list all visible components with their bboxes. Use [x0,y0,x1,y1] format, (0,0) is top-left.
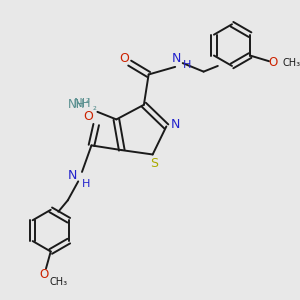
Text: H: H [183,60,192,70]
Text: O: O [40,268,49,281]
Text: S: S [151,158,159,170]
Text: H: H [82,179,90,189]
Text: NH: NH [68,98,85,111]
Text: CH₃: CH₃ [282,58,300,68]
Text: N: N [68,169,77,182]
Text: ₂: ₂ [93,102,97,112]
Text: CH₃: CH₃ [50,277,68,287]
Text: NH: NH [74,97,91,110]
Text: O: O [119,52,129,65]
Text: N: N [171,52,181,65]
Text: O: O [268,56,278,69]
Text: ₂: ₂ [85,94,89,104]
Text: O: O [84,110,94,124]
Text: N: N [171,118,181,131]
